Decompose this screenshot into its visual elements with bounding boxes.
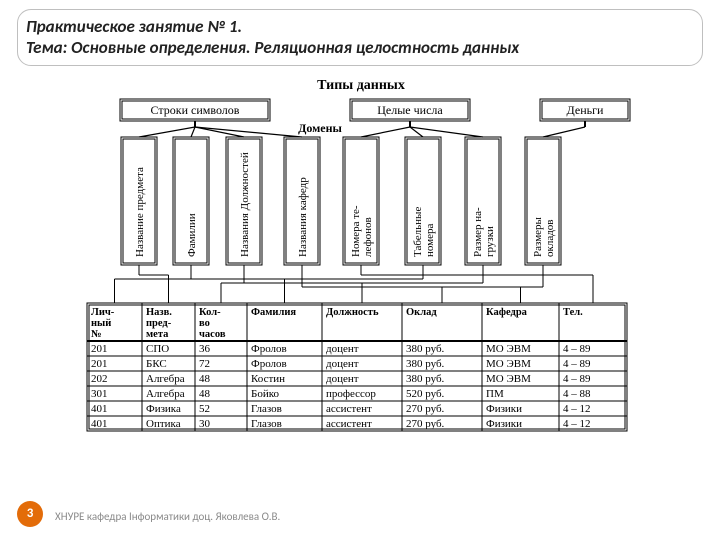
table-cell: 4 – 89 [563, 373, 591, 385]
table-cell: 72 [199, 358, 210, 370]
table-cell: 48 [199, 373, 211, 385]
table-header: Фамилия [251, 307, 296, 318]
table-header: пред- [146, 318, 172, 329]
table-cell: Глазов [251, 418, 282, 430]
domain-box-label: окладов [544, 219, 556, 257]
table-cell: Глазов [251, 403, 282, 415]
table-cell: 201 [91, 358, 108, 370]
table-cell: 52 [199, 403, 210, 415]
domain-box-label: грузки [484, 226, 496, 257]
table-cell: ПМ [486, 388, 504, 400]
type-box-label: Деньги [567, 103, 604, 117]
table-header: ный [91, 318, 111, 329]
domain-box-label: Названия кафедр [297, 177, 309, 257]
domeny-label: Домены [298, 121, 342, 135]
table-cell: СПО [146, 343, 169, 355]
diagram-figure: Типы данных Строки символов Целые числа Ден… [65, 77, 657, 447]
table-cell: МО ЭВМ [486, 358, 531, 370]
table-cell: 30 [199, 418, 211, 430]
table-header: во [199, 318, 210, 329]
footer-text: ХНУРЕ кафедра Інформатики доц. Яковлева … [55, 510, 280, 523]
table-header: № [91, 329, 102, 340]
table-cell: Бойко [251, 388, 279, 400]
table-cell: 201 [91, 343, 108, 355]
domain-box-label: лефонов [362, 217, 374, 257]
table-cell: Оптика [146, 418, 181, 430]
title-line-1: Практическое занятие № 1. [26, 16, 694, 37]
domain-box-label: Табельные [412, 207, 424, 257]
title-block: Практическое занятие № 1. Тема: Основные… [17, 9, 703, 66]
table-header: Лич- [91, 307, 115, 318]
domain-box-label: Размер на- [472, 207, 484, 257]
table-cell: 48 [199, 388, 211, 400]
table-cell: Физики [486, 403, 522, 415]
table-header: Должность [326, 307, 379, 318]
table-header: мета [146, 329, 169, 340]
table-cell: 520 руб. [406, 388, 445, 400]
table-cell: ассистент [326, 418, 372, 430]
table-cell: ассистент [326, 403, 372, 415]
table-cell: 301 [91, 388, 108, 400]
table-cell: 380 руб. [406, 343, 445, 355]
table-cell: 4 – 89 [563, 343, 591, 355]
table-cell: 4 – 12 [563, 418, 591, 430]
type-box-label: Строки символов [151, 103, 240, 117]
page-number-badge: 3 [17, 501, 43, 527]
domain-box-label: Название предмета [134, 167, 146, 257]
table-cell: Фролов [251, 358, 287, 370]
footer: 3 ХНУРЕ кафедра Інформатики доц. Яковлев… [1, 499, 719, 527]
table-cell: доцент [326, 343, 359, 355]
table-header: часов [199, 329, 226, 340]
domain-box-label: Фамилии [186, 213, 198, 257]
table-cell: Фролов [251, 343, 287, 355]
table-header: Кол- [199, 307, 221, 318]
table-cell: МО ЭВМ [486, 343, 531, 355]
table-cell: 270 руб. [406, 403, 445, 415]
table-cell: Физики [486, 418, 522, 430]
domain-box-label: Названия Должностей [239, 152, 251, 257]
table-header: Оклад [406, 307, 437, 318]
table-cell: 380 руб. [406, 358, 445, 370]
table-cell: Алгебра [146, 373, 185, 385]
slide: Практическое занятие № 1. Тема: Основные… [0, 0, 720, 540]
diagram-svg: Типы данных Строки символов Целые числа Ден… [65, 77, 657, 447]
table-cell: профессор [326, 388, 376, 400]
type-box-label: Целые числа [377, 103, 443, 117]
title-line-2: Тема: Основные определения. Реляционная … [26, 37, 694, 58]
table-cell: 4 – 89 [563, 358, 591, 370]
table-cell: доцент [326, 373, 359, 385]
table-cell: Костин [251, 373, 285, 385]
table-cell: 401 [91, 418, 108, 430]
table-header: Тел. [563, 307, 583, 318]
table-cell: 270 руб. [406, 418, 445, 430]
table-cell: 380 руб. [406, 373, 445, 385]
domain-box-label: Номера те- [350, 205, 362, 257]
table-cell: 401 [91, 403, 108, 415]
table-header: Назв. [146, 307, 172, 318]
domain-box-label: номера [424, 223, 436, 257]
table-cell: доцент [326, 358, 359, 370]
table-header: Кафедра [486, 307, 528, 318]
table-cell: МО ЭВМ [486, 373, 531, 385]
table-cell: 36 [199, 343, 211, 355]
table-cell: 202 [91, 373, 108, 385]
table-cell: 4 – 12 [563, 403, 591, 415]
types-title: Типы данных [317, 78, 405, 93]
domain-box-label: Размеры [532, 216, 544, 257]
table-cell: 4 – 88 [563, 388, 591, 400]
table-cell: Алгебра [146, 388, 185, 400]
table-cell: Физика [146, 403, 181, 415]
table-cell: БКС [146, 358, 167, 370]
